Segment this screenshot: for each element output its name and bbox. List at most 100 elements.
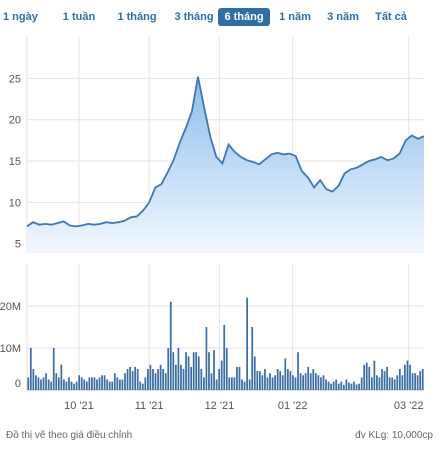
volume-bar-5 [40, 379, 42, 390]
volume-bar-24 [88, 377, 91, 390]
volume-bar-40 [129, 366, 131, 390]
volume-bar-152 [414, 373, 416, 390]
volume-bar-43 [136, 369, 139, 390]
volume-bar-65 [192, 352, 195, 390]
volume-bar-106 [297, 352, 299, 390]
volume-bar-80 [230, 377, 233, 390]
volume-bar-114 [317, 375, 320, 390]
x-tick-3: 01 '22 [278, 400, 308, 412]
x-tick-4: 03 '22 [394, 400, 424, 412]
volume-bar-33 [111, 381, 114, 390]
volume-bar-112 [312, 369, 315, 390]
x-tick-2: 12 '21 [205, 400, 235, 412]
volume-bar-97 [274, 375, 276, 390]
volume-bar-52 [159, 364, 162, 390]
volume-bar-36 [119, 379, 121, 390]
price-volume-chart: 5 10 15 20 25 0 10M 20M 10 '21 11 '21 12 '21 01 '… [0, 37, 425, 412]
volume-bar-63 [187, 356, 190, 390]
volume-bar-7 [45, 373, 47, 390]
volume-bar-153 [416, 375, 419, 390]
volume-bar-9 [50, 381, 53, 390]
volume-bar-4 [37, 377, 40, 390]
volume-bar-39 [126, 369, 129, 390]
price-y-axis: 5 10 15 20 25 [9, 73, 21, 250]
volume-bar-64 [190, 366, 193, 390]
volume-bar-37 [121, 379, 124, 390]
volume-bar-127 [350, 383, 353, 390]
tab-1[interactable]: 1 tuần [62, 11, 96, 23]
volume-bar-23 [85, 381, 88, 390]
volume-bar-95 [269, 373, 271, 390]
volume-bar-136 [373, 360, 376, 390]
volume-bar-128 [353, 381, 355, 390]
volume-bar-126 [348, 382, 350, 390]
footer-unit: đv KLg: 10,000cp [355, 430, 433, 441]
volume-bar-133 [365, 362, 368, 390]
volume-bar-109 [304, 373, 307, 390]
volume-bar-88 [251, 327, 254, 390]
volume-bar-145 [396, 375, 399, 390]
volume-bar-57 [172, 352, 175, 390]
volume-bar-142 [388, 377, 391, 390]
volume-y-axis: 0 10M 20M [0, 301, 21, 390]
volume-bar-90 [256, 371, 259, 390]
volume-bar-2 [32, 369, 35, 390]
tab-3[interactable]: 3 tháng [174, 11, 214, 23]
volume-bar-104 [292, 375, 294, 390]
range-tabs: 1 ngày 1 tuần 1 tháng 3 tháng 6 tháng 1 năm 3 … [0, 6, 441, 28]
volume-bar-41 [131, 371, 134, 390]
volume-bar-113 [314, 373, 317, 390]
volume-bar-85 [243, 381, 246, 390]
volume-bar-50 [154, 373, 157, 390]
volume-bar-102 [286, 369, 289, 390]
volume-bar-20 [78, 375, 81, 390]
volume-bar-107 [299, 373, 302, 390]
volume-bar-93 [264, 369, 266, 390]
volume-bar-140 [383, 371, 386, 390]
volume-bar-101 [284, 358, 287, 390]
vol-y-tick-2: 20M [0, 301, 21, 313]
tab-2[interactable]: 1 tháng [117, 11, 157, 23]
volume-bar-129 [355, 384, 358, 390]
volume-bar-151 [411, 373, 414, 390]
volume-bar-49 [152, 369, 154, 390]
tab-5[interactable]: 1 năm [279, 11, 311, 23]
volume-bar-78 [225, 348, 228, 390]
volume-bar-116 [322, 375, 325, 390]
volume-bar-144 [393, 379, 396, 390]
volume-bar-89 [253, 356, 256, 390]
volume-bar-76 [220, 360, 223, 390]
volume-bar-155 [421, 369, 424, 390]
tab-7[interactable]: Tất cả [375, 11, 407, 23]
volume-bar-86 [246, 297, 248, 390]
volume-bar-138 [378, 377, 381, 390]
volume-bar-146 [398, 369, 401, 390]
volume-bar-115 [320, 377, 322, 390]
volume-bar-131 [360, 377, 363, 390]
tab-4[interactable]: 6 tháng [218, 8, 270, 26]
tab-0[interactable]: 1 ngày [3, 11, 38, 23]
volume-bar-32 [108, 381, 111, 390]
volume-bar-87 [248, 379, 251, 390]
volume-bar-27 [96, 379, 98, 390]
volume-bar-105 [294, 377, 297, 390]
volume-bar-21 [80, 377, 83, 390]
tab-6[interactable]: 3 năm [327, 11, 359, 23]
price-y-tick-0: 5 [15, 239, 21, 251]
volume-bar-130 [358, 383, 360, 390]
x-tick-1: 11 '21 [135, 400, 164, 412]
volume-bar-108 [302, 375, 304, 390]
volume-bar-68 [200, 369, 203, 390]
price-y-tick-4: 25 [9, 73, 21, 85]
volume-bar-6 [42, 377, 45, 390]
volume-bar-150 [409, 364, 411, 390]
volume-bar-42 [134, 366, 137, 390]
volume-bar-10 [52, 348, 55, 390]
volume-bar-75 [218, 369, 221, 390]
volume-bar-82 [236, 366, 238, 390]
price-y-tick-1: 10 [9, 197, 21, 209]
volume-bar-72 [210, 373, 213, 390]
volume-bar-62 [185, 352, 187, 390]
volume-bar-137 [376, 375, 378, 390]
volume-bar-34 [113, 373, 116, 390]
